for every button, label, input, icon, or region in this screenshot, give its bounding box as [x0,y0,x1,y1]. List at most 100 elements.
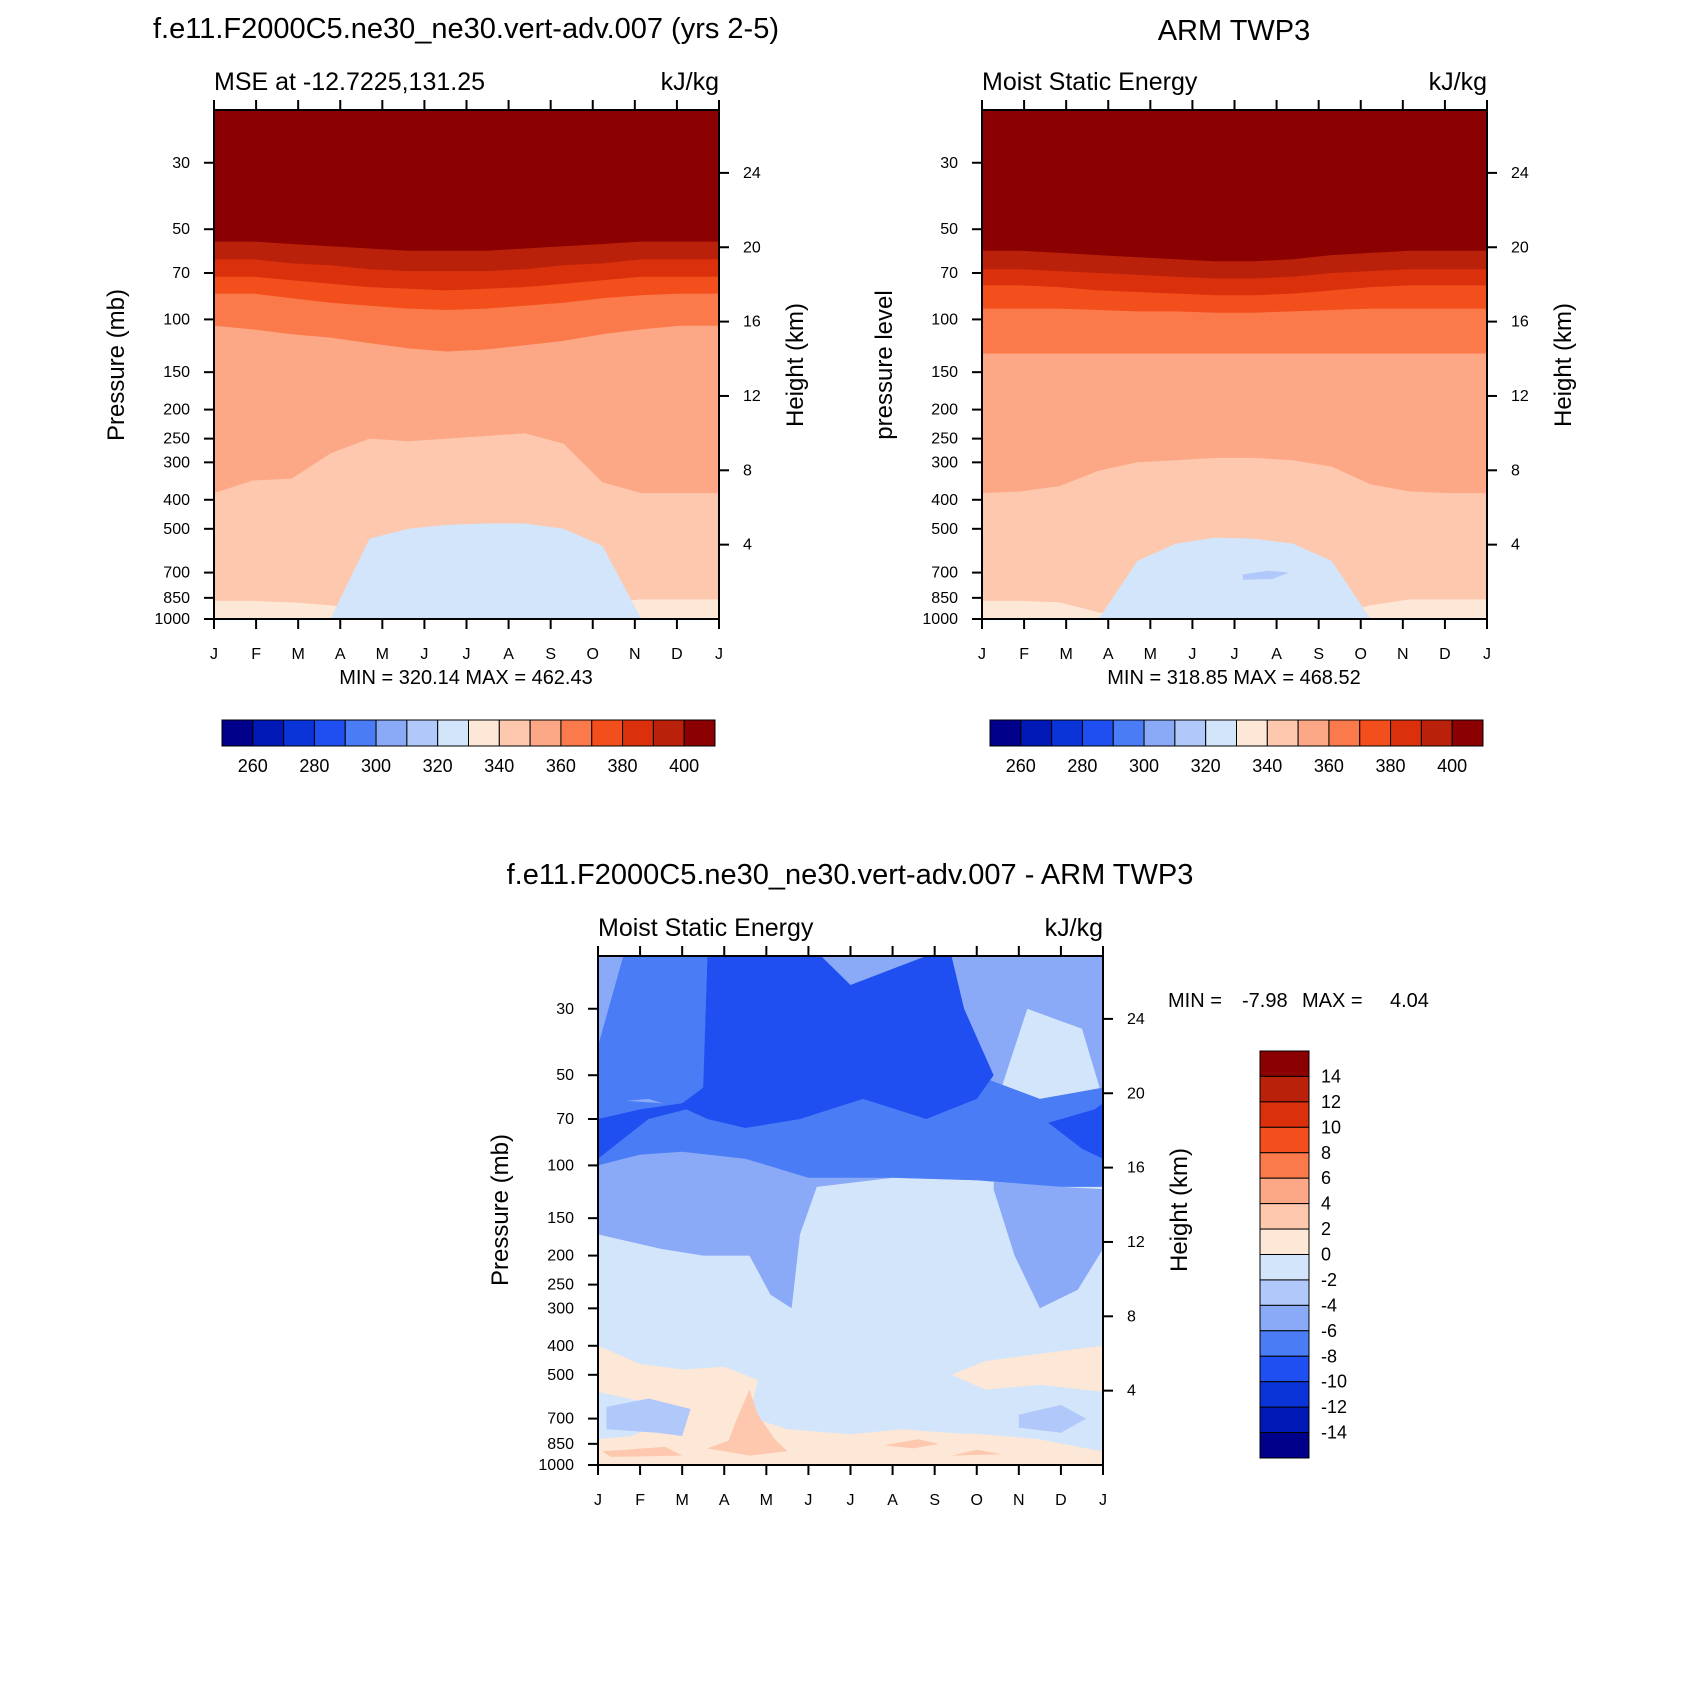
colorbar-swatch [1259,1177,1310,1205]
colorbar-swatch [1259,1330,1310,1357]
title: f.e11.F2000C5.ne30_ne30.vert-adv.007 (yr… [153,13,779,45]
height-tick-label: 16 [743,314,761,331]
panel-diff: f.e11.F2000C5.ne30_ne30.vert-adv.007 - A… [487,859,1429,1509]
x-tick-label: O [587,646,599,663]
x-tick-label: A [335,646,346,663]
colorbar-swatch [1297,719,1330,747]
y-tick-label: 500 [547,1367,574,1384]
colorbar-swatch [468,719,500,747]
colorbar-label: 340 [1252,756,1282,776]
contour-fills [598,956,1103,1465]
y-tick-label: 200 [931,402,958,419]
colorbar-swatch [1390,719,1422,747]
height-tick-label: 12 [1511,388,1529,405]
colorbar-swatch [1259,1050,1310,1077]
colorbar-swatch [283,719,315,747]
colorbar-label: 400 [1437,756,1467,776]
y-axis-label: pressure level [871,290,898,439]
contour-region [1242,570,1290,580]
contour-region [602,1446,683,1457]
height-tick-label: 8 [1127,1308,1136,1325]
height-tick-label: 8 [743,462,752,479]
x-tick-label: J [715,646,723,663]
y-tick-label: 30 [940,155,958,172]
x-tick-label: M [376,646,389,663]
y-tick-label: 1000 [538,1457,574,1474]
x-tick-label: F [251,646,261,663]
colorbar-label: 6 [1321,1168,1331,1188]
y-tick-label: 400 [931,492,958,509]
height-tick-label: 24 [1511,165,1529,182]
min-label: MIN = [1168,990,1222,1012]
x-tick-label: M [1144,646,1157,663]
subtitle-right: kJ/kg [1429,68,1487,96]
colorbar: 14 12 10 8 6 4 2 0 -2 -4 -6 -8 -10 -12 -14 [1259,1050,1347,1459]
colorbar-swatch [1174,719,1207,747]
x-tick-label: M [676,1492,689,1509]
y-tick-label: 850 [547,1436,574,1453]
y-tick-label: 150 [931,364,958,381]
contour-region [606,1398,691,1436]
x-tick-label: J [1483,646,1491,663]
y-tick-label: 100 [931,311,958,328]
title: ARM TWP3 [1158,15,1311,47]
colorbar-swatch [1051,719,1083,747]
x-tick-label: A [887,1492,898,1509]
colorbar-swatch [344,719,377,747]
colorbar-swatch [1259,1228,1310,1255]
y-tick-label: 100 [163,311,190,328]
y-tick-label: 300 [931,454,958,471]
colorbar-swatch [1259,1203,1310,1230]
x-tick-label: M [292,646,305,663]
colorbar-label: 300 [1129,756,1159,776]
colorbar-label: 14 [1321,1066,1341,1086]
colorbar-swatch [1112,719,1145,747]
height-tick-label: 4 [743,537,752,554]
y-tick-label: 200 [163,402,190,419]
x-tick-label: J [1231,646,1239,663]
y-tick-label: 50 [940,221,958,238]
max-value: 4.04 [1390,990,1429,1012]
colorbar-swatch [1259,1126,1310,1154]
x-tick-label: J [463,646,471,663]
x-tick-label: S [929,1492,940,1509]
y-tick-label: 250 [931,431,958,448]
contour-region [1048,1103,1103,1159]
colorbar-swatch [437,719,469,747]
colorbar-swatch [1205,719,1237,747]
y-tick-label: 70 [556,1111,574,1128]
colorbar-swatch [1259,1101,1310,1128]
colorbar-label: 260 [238,756,268,776]
colorbar-label: 2 [1321,1219,1331,1239]
colorbar-swatch [591,719,624,747]
colorbar-swatch [683,719,716,747]
colorbar-label: 380 [608,756,638,776]
x-tick-label: F [635,1492,645,1509]
colorbar-swatch [1359,719,1392,747]
colorbar-label: -8 [1321,1346,1337,1366]
y-axis-label: Pressure (mb) [103,289,130,441]
min-value: -7.98 [1242,990,1288,1012]
x-tick-label: J [804,1492,812,1509]
colorbar-swatch [1259,1406,1310,1434]
subtitle-left: Moist Static Energy [982,68,1198,96]
colorbar-label: -14 [1321,1423,1347,1443]
y-tick-label: 700 [931,565,958,582]
colorbar-swatch [1259,1075,1310,1103]
colorbar-swatch [1143,719,1176,747]
y-tick-label: 500 [163,521,190,538]
contour-fills [214,110,719,619]
y-tick-label: 50 [172,221,190,238]
x-tick-label: O [971,1492,983,1509]
y-tick-label: 100 [547,1157,574,1174]
colorbar-swatch [652,719,685,747]
x-tick-label: A [1271,646,1282,663]
height-tick-label: 20 [743,239,761,256]
height-tick-label: 12 [1127,1234,1145,1251]
colorbar-swatch [1259,1432,1310,1459]
y-tick-label: 700 [547,1411,574,1428]
colorbar-label: 8 [1321,1143,1331,1163]
colorbar-swatch [1259,1152,1310,1179]
colorbar: 260 280 300 320 340 360 380 400 [989,719,1484,776]
y-tick-label: 400 [163,492,190,509]
